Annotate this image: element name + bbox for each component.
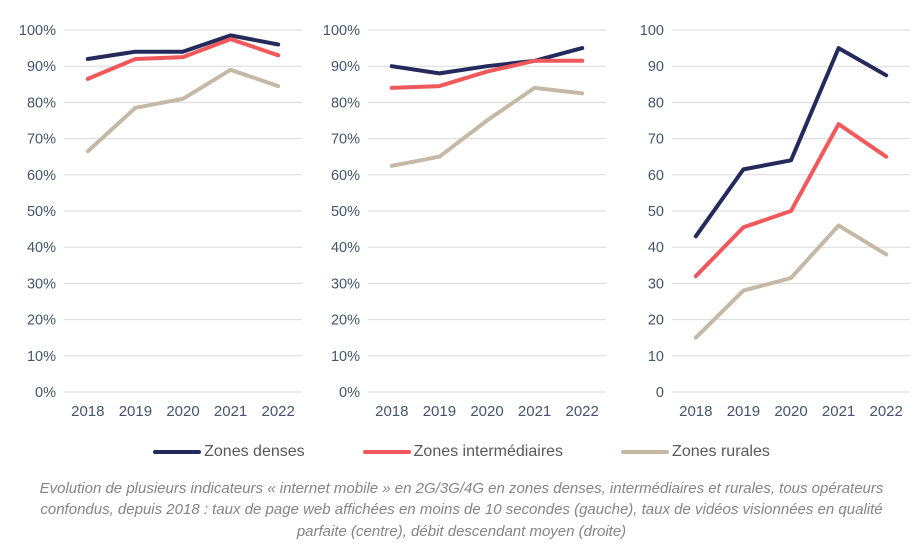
y-tick-label: 90%	[331, 59, 360, 75]
y-tick-label: 0%	[339, 385, 360, 401]
y-tick-label: 60%	[331, 168, 360, 184]
y-tick-label: 80%	[331, 95, 360, 111]
series-line-zones-intermédiaires	[389, 58, 585, 90]
y-tick-label: 80%	[27, 95, 56, 111]
legend-item-zones-denses: Zones denses	[153, 443, 305, 461]
series-line-zones-denses	[85, 33, 281, 61]
series-line-zones-intermédiaires	[85, 37, 281, 81]
x-tick-label: 2022	[262, 403, 295, 420]
x-tick-label: 2022	[870, 403, 903, 420]
y-tick-label: 0	[656, 385, 664, 401]
x-tick-label: 2021	[214, 403, 247, 420]
legend-line-swatch-denses	[153, 449, 202, 455]
series-line-zones-rurales	[85, 67, 281, 154]
figure-caption: Evolution de plusieurs indicateurs « int…	[39, 480, 884, 540]
y-tick-label: 20%	[27, 313, 56, 329]
legend-label-intermediaires: Zones intermédiaires	[413, 443, 564, 460]
legend-label-rurales: Zones rurales	[672, 443, 770, 460]
y-tick-label: 0%	[35, 385, 56, 401]
series-line-zones-rurales	[389, 85, 585, 168]
x-tick-label: 2019	[423, 403, 456, 420]
x-tick-label: 2019	[119, 403, 152, 420]
x-tick-label: 2018	[71, 403, 104, 420]
y-tick-label: 70%	[331, 132, 360, 148]
y-tick-label: 30%	[331, 276, 360, 292]
y-tick-label: 60	[648, 168, 664, 184]
chart-left: 0% 10% 20% 30% 40% 50% 60% 70% 80% 90% 100% 2018 201…	[8, 4, 307, 428]
y-tick-label: 90%	[27, 59, 56, 75]
charts-row: 0% 10% 20% 30% 40% 50% 60% 70% 80% 90% 100% 2018 201…	[8, 4, 915, 428]
x-tick-label: 2020	[470, 403, 503, 420]
y-tick-label: 40	[648, 240, 664, 256]
y-tick-label: 80	[648, 95, 664, 111]
chart-canvas: 0% 10% 20% 30% 40% 50% 60% 70% 80% 90% 100% 2018 201…	[323, 23, 606, 420]
y-tick-label: 70%	[27, 132, 56, 148]
y-tick-label: 70	[648, 132, 664, 148]
y-tick-label: 100%	[323, 23, 360, 39]
y-tick-label: 30%	[27, 276, 56, 292]
x-tick-label: 2022	[566, 403, 599, 420]
x-tick-label: 2021	[518, 403, 551, 420]
y-tick-label: 10%	[27, 349, 56, 365]
y-tick-label: 90	[648, 59, 664, 75]
y-tick-label: 20	[648, 313, 664, 329]
y-tick-label: 10%	[331, 349, 360, 365]
legend-label-denses: Zones denses	[204, 443, 305, 460]
series-line-zones-denses	[693, 46, 889, 239]
y-tick-label: 50%	[27, 204, 56, 220]
chart-right: 0 10 20 30 40 50 60 70 80 90 100 2018 2019 2020 2021 20…	[616, 4, 915, 428]
x-tick-label: 2018	[375, 403, 408, 420]
series-line-zones-intermédiaires	[693, 122, 889, 279]
series-line-zones-rurales	[693, 223, 889, 340]
legend-item-zones-intermediaires: Zones intermédiaires	[362, 443, 564, 461]
legend-item-zones-rurales: Zones rurales	[621, 443, 770, 461]
legend: Zones denses Zones intermédiaires Zones …	[0, 440, 923, 464]
x-tick-label: 2020	[774, 403, 807, 420]
y-tick-label: 40%	[331, 240, 360, 256]
y-tick-label: 100%	[19, 23, 56, 39]
legend-line-swatch-intermediaires	[362, 449, 411, 455]
y-tick-label: 20%	[331, 313, 360, 329]
series-line-zones-denses	[389, 46, 585, 76]
y-tick-label: 30	[648, 276, 664, 292]
chart-canvas: 0 10 20 30 40 50 60 70 80 90 100 2018 2019 2020 2021 20…	[640, 23, 910, 420]
y-tick-label: 50	[648, 204, 664, 220]
x-tick-label: 2019	[727, 403, 760, 420]
y-tick-label: 50%	[331, 204, 360, 220]
x-tick-label: 2018	[679, 403, 712, 420]
y-tick-label: 40%	[27, 240, 56, 256]
y-tick-label: 60%	[27, 168, 56, 184]
x-tick-label: 2020	[166, 403, 199, 420]
chart-canvas: 0% 10% 20% 30% 40% 50% 60% 70% 80% 90% 100% 2018 201…	[19, 23, 302, 420]
y-tick-label: 10	[648, 349, 664, 365]
x-tick-label: 2021	[822, 403, 855, 420]
chart-center: 0% 10% 20% 30% 40% 50% 60% 70% 80% 90% 100% 2018 201…	[312, 4, 611, 428]
y-tick-label: 100	[640, 23, 664, 39]
legend-line-swatch-rurales	[621, 449, 670, 455]
